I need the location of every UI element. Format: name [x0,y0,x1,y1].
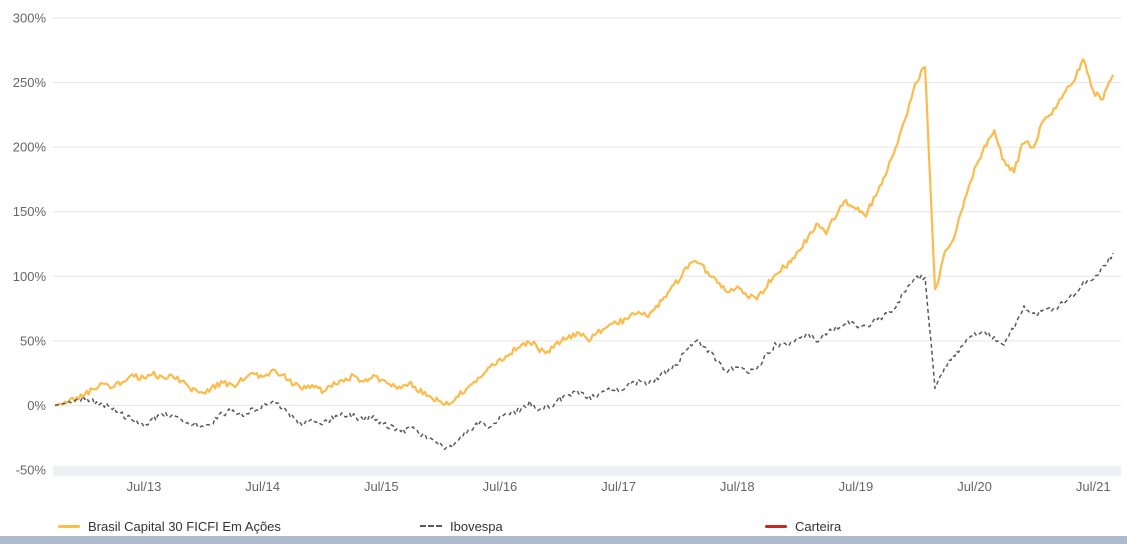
legend-item-ibovespa[interactable]: Ibovespa [420,513,503,539]
y-tick-label: 150% [13,204,47,219]
x-axis-band [53,466,1121,476]
y-tick-label: 50% [20,333,46,348]
carteira-series-swatch [765,524,787,528]
legend-label-ibovespa: Ibovespa [450,518,503,534]
x-tick-label: Jul/17 [601,479,636,494]
y-tick-label: -50% [16,463,47,478]
y-tick-label: 0% [27,398,46,413]
chart-canvas[interactable]: 300% 250% 200% 150% 100% 50% 0% -50% Jul/13 Jul/1… [0,0,1127,505]
x-tick-label: Jul/15 [364,479,399,494]
x-tick-label: Jul/19 [839,479,874,494]
x-tick-label: Jul/21 [1076,479,1111,494]
x-tick-label: Jul/14 [245,479,280,494]
y-tick-label: 100% [13,269,47,284]
series-line-fund [54,58,1115,407]
legend-item-brasil-capital[interactable]: Brasil Capital 30 FICFI Em Ações [58,513,281,539]
y-tick-label: 200% [13,140,47,155]
legend-label-brasil-capital: Brasil Capital 30 FICFI Em Ações [88,518,281,534]
chart-legend: Brasil Capital 30 FICFI Em Ações Ibovesp… [0,513,1127,539]
legend-item-carteira[interactable]: Carteira [765,513,841,539]
legend-label-carteira: Carteira [795,518,842,534]
series-line-ibovespa [54,252,1114,451]
x-tick-label: Jul/16 [483,479,518,494]
x-tick-label: Jul/13 [127,479,162,494]
fund-series-swatch [58,524,80,528]
cumulative-returns-chart[interactable]: 300% 250% 200% 150% 100% 50% 0% -50% Jul/13 Jul/1… [0,0,1127,505]
ibovespa-series-swatch [420,525,442,527]
y-tick-label: 300% [13,11,47,26]
bottom-scroll-strip [0,536,1127,544]
x-tick-label: Jul/20 [957,479,992,494]
y-tick-label: 250% [13,75,47,90]
x-tick-label: Jul/18 [720,479,755,494]
